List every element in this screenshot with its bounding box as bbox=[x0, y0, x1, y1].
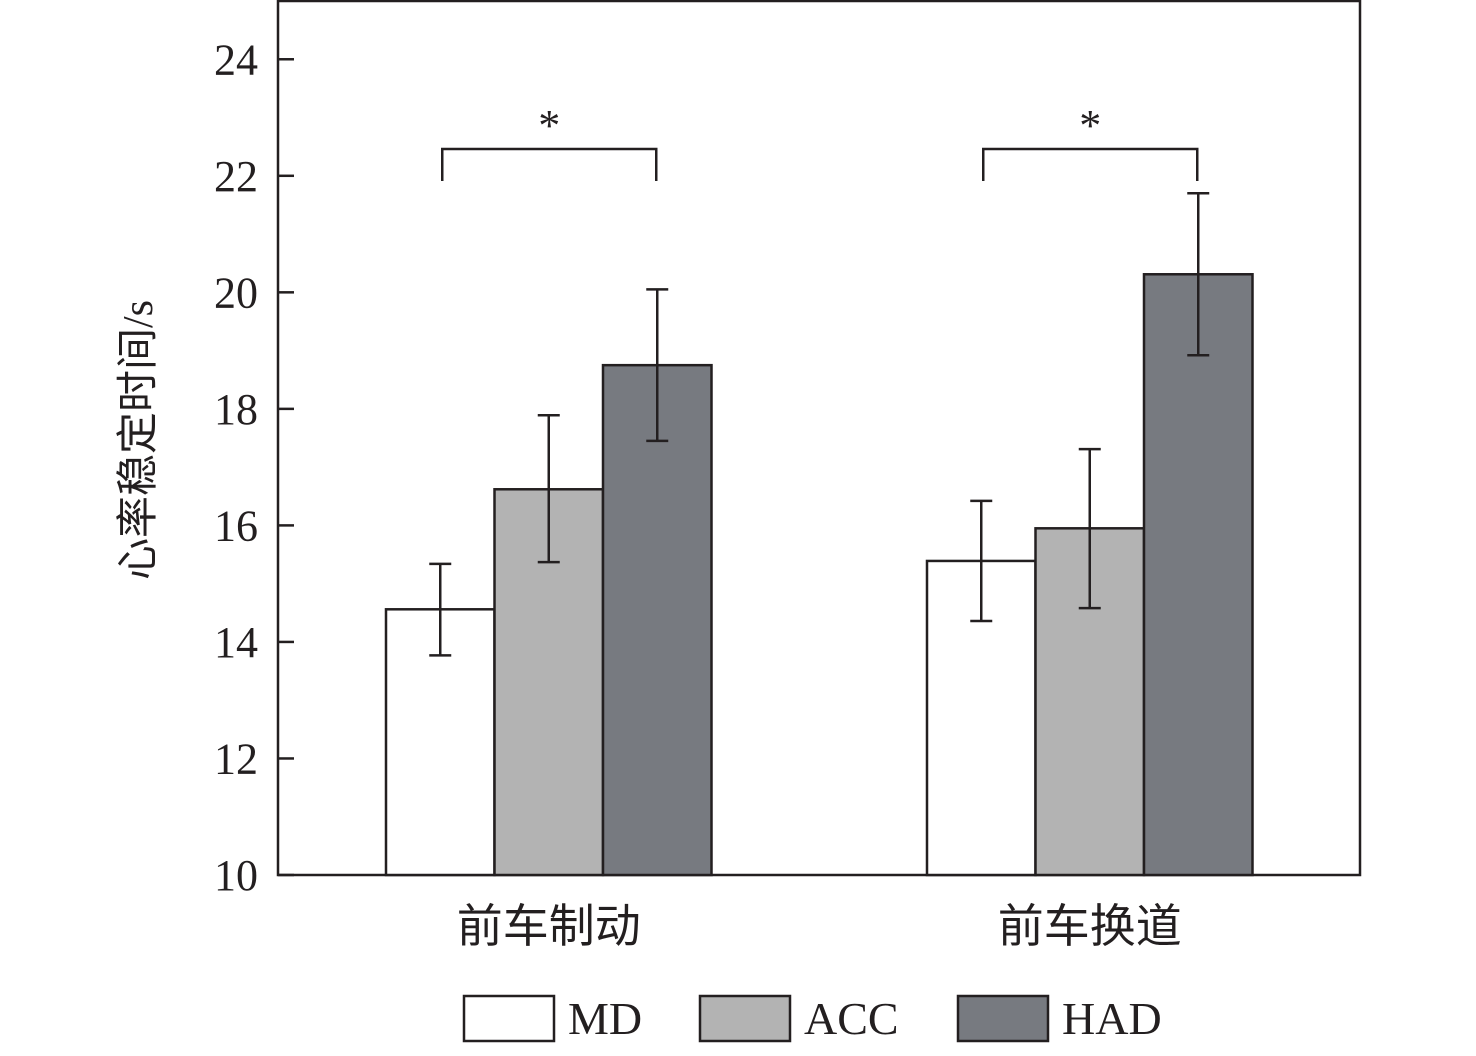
y-tick-label: 22 bbox=[214, 152, 258, 201]
bar-had bbox=[601, 363, 713, 877]
y-tick-label: 12 bbox=[214, 734, 258, 783]
plot-frame bbox=[276, 0, 1362, 877]
legend-label: ACC bbox=[804, 993, 899, 1044]
y-tick-label: 24 bbox=[214, 35, 258, 84]
y-tick-label: 20 bbox=[214, 268, 258, 317]
significance-marker: * bbox=[1079, 101, 1101, 150]
bars: * * bbox=[384, 101, 1254, 877]
y-tick-label: 16 bbox=[214, 501, 258, 550]
y-tick-label: 14 bbox=[214, 618, 258, 667]
legend-label: HAD bbox=[1062, 993, 1162, 1044]
y-tick-label: 18 bbox=[214, 385, 258, 434]
legend-label: MD bbox=[568, 993, 642, 1044]
legend-swatch-acc bbox=[698, 994, 792, 1043]
x-tick-label: 前车换道 bbox=[998, 901, 1182, 952]
legend-swatch-md bbox=[462, 994, 556, 1043]
legend: MD ACC HAD bbox=[462, 993, 1162, 1044]
axes: 10 12 14 16 18 20 22 24 前车制动 前车换道 bbox=[214, 0, 1362, 952]
x-tick-label: 前车制动 bbox=[457, 901, 641, 952]
y-axis-label: 心率稳定时间/s bbox=[115, 300, 162, 580]
y-tick-label: 10 bbox=[214, 851, 258, 900]
significance-bracket bbox=[982, 147, 1199, 181]
significance-marker: * bbox=[538, 101, 560, 150]
bar-had bbox=[1142, 273, 1254, 877]
significance-bracket bbox=[441, 147, 658, 181]
legend-swatch-had bbox=[956, 994, 1050, 1043]
